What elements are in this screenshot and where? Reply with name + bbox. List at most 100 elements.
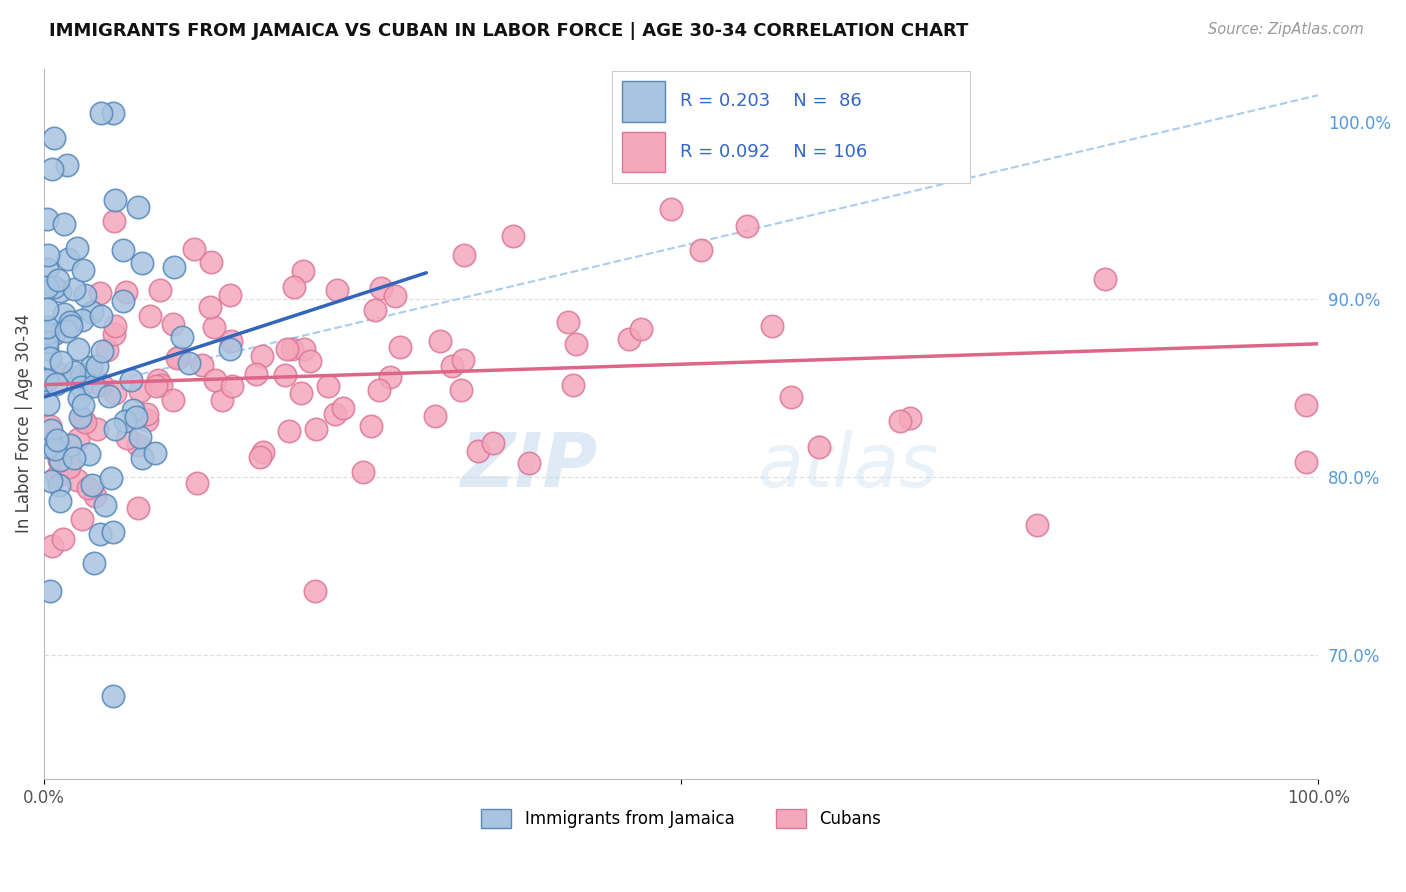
Point bbox=[39, 584, 62, 599]
Point bbox=[250, 349, 273, 363]
Point bbox=[42, 279, 65, 293]
Point bbox=[1025, 517, 1047, 532]
Point bbox=[370, 281, 392, 295]
Point bbox=[89, 527, 111, 541]
Point bbox=[70, 313, 93, 327]
Point bbox=[49, 354, 72, 368]
Point bbox=[889, 414, 911, 428]
Point bbox=[565, 337, 588, 351]
Point bbox=[48, 477, 70, 491]
Text: atlas: atlas bbox=[758, 430, 939, 502]
Point bbox=[807, 440, 830, 454]
Point bbox=[280, 342, 302, 356]
Point bbox=[96, 343, 118, 358]
Point bbox=[143, 446, 166, 460]
Point bbox=[169, 350, 191, 364]
Point bbox=[131, 450, 153, 465]
Point bbox=[166, 351, 188, 366]
Point bbox=[37, 280, 59, 294]
Point bbox=[129, 430, 152, 444]
Point bbox=[39, 436, 62, 450]
Point bbox=[389, 340, 412, 354]
Point bbox=[48, 493, 70, 508]
Point bbox=[86, 359, 108, 373]
Point bbox=[163, 260, 186, 275]
Point bbox=[80, 305, 103, 319]
Point bbox=[72, 368, 94, 383]
Point bbox=[84, 489, 107, 503]
Point bbox=[39, 423, 62, 437]
Point bbox=[42, 326, 65, 341]
Point bbox=[44, 442, 66, 456]
Point bbox=[83, 556, 105, 570]
Point bbox=[122, 403, 145, 417]
Point bbox=[37, 248, 59, 262]
Point bbox=[72, 399, 94, 413]
Point bbox=[45, 434, 67, 448]
Point bbox=[58, 252, 80, 267]
Point bbox=[66, 473, 89, 487]
Point bbox=[761, 318, 783, 333]
Text: ZIP: ZIP bbox=[461, 430, 599, 503]
Point bbox=[41, 474, 63, 488]
Point bbox=[77, 481, 100, 495]
Y-axis label: In Labor Force | Age 30-34: In Labor Force | Age 30-34 bbox=[15, 314, 32, 533]
Point bbox=[101, 106, 124, 120]
Point bbox=[423, 409, 446, 423]
Point bbox=[186, 476, 208, 491]
Point bbox=[41, 540, 63, 554]
Point bbox=[103, 214, 125, 228]
Point bbox=[211, 392, 233, 407]
Point bbox=[125, 410, 148, 425]
Point bbox=[353, 466, 375, 480]
Point bbox=[136, 407, 159, 421]
Point bbox=[145, 379, 167, 393]
Point bbox=[52, 308, 75, 322]
Point bbox=[292, 263, 315, 277]
Point bbox=[35, 262, 58, 277]
Point bbox=[290, 386, 312, 401]
Point bbox=[127, 438, 149, 452]
Point bbox=[101, 524, 124, 539]
Point bbox=[72, 372, 94, 386]
Point bbox=[127, 200, 149, 214]
Point bbox=[360, 418, 382, 433]
Point bbox=[35, 302, 58, 317]
Point bbox=[429, 334, 451, 348]
Point bbox=[49, 285, 72, 299]
Point bbox=[1094, 271, 1116, 285]
Point bbox=[617, 332, 640, 346]
Point bbox=[519, 456, 541, 470]
Point bbox=[37, 397, 59, 411]
Point bbox=[72, 263, 94, 277]
Point bbox=[103, 689, 125, 703]
Point bbox=[378, 370, 401, 384]
Point bbox=[170, 330, 193, 344]
Point bbox=[131, 256, 153, 270]
Point bbox=[115, 431, 138, 445]
Point bbox=[100, 471, 122, 485]
Point bbox=[79, 366, 101, 380]
Point bbox=[384, 289, 406, 303]
Point bbox=[38, 351, 60, 366]
Point bbox=[502, 229, 524, 244]
Point bbox=[37, 372, 59, 386]
Point bbox=[70, 511, 93, 525]
Point bbox=[453, 248, 475, 262]
Point bbox=[104, 318, 127, 333]
Point bbox=[453, 353, 475, 368]
Text: IMMIGRANTS FROM JAMAICA VS CUBAN IN LABOR FORCE | AGE 30-34 CORRELATION CHART: IMMIGRANTS FROM JAMAICA VS CUBAN IN LABO… bbox=[49, 22, 969, 40]
Point bbox=[80, 359, 103, 374]
Point bbox=[364, 302, 387, 317]
Point bbox=[86, 422, 108, 436]
Point bbox=[780, 390, 803, 404]
Point bbox=[278, 424, 301, 438]
Point bbox=[42, 131, 65, 145]
Point bbox=[735, 219, 758, 234]
Point bbox=[59, 315, 82, 329]
Point bbox=[35, 326, 58, 340]
Point bbox=[94, 498, 117, 512]
Point bbox=[482, 435, 505, 450]
Point bbox=[41, 162, 63, 177]
Point bbox=[66, 342, 89, 356]
